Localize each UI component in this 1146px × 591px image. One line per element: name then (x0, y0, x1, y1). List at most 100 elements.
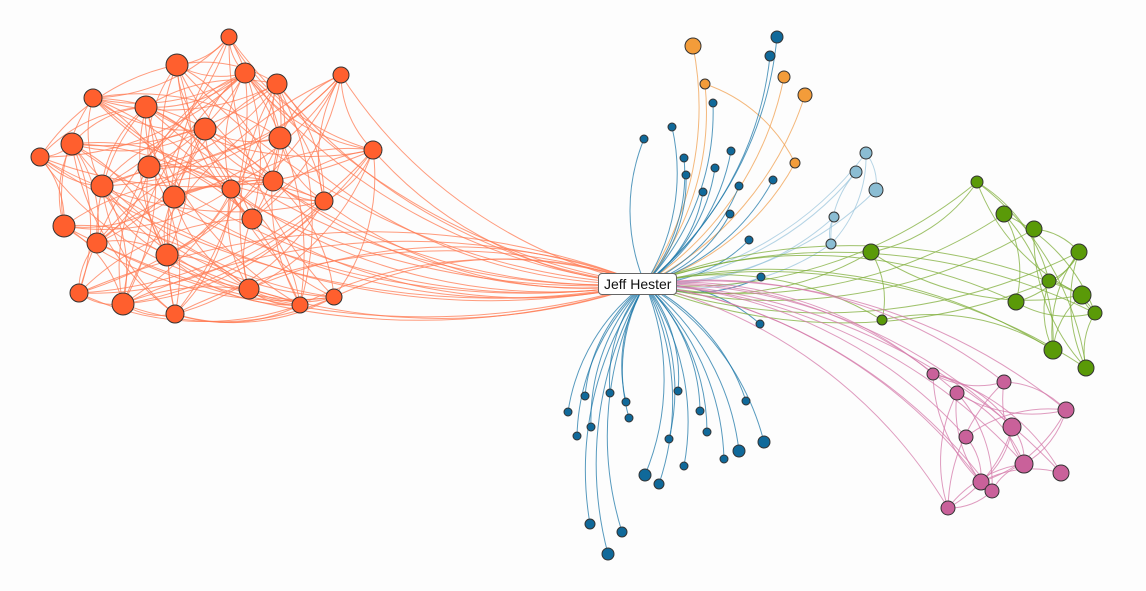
blue-node[interactable] (725, 209, 735, 219)
pink-node[interactable] (1014, 454, 1034, 474)
blue-node[interactable] (756, 272, 766, 282)
red-orange-node[interactable] (314, 191, 334, 211)
blue-node[interactable] (673, 386, 683, 396)
red-orange-node[interactable] (193, 117, 217, 141)
blue-node[interactable] (757, 435, 771, 449)
red-orange-node[interactable] (86, 232, 108, 254)
blue-node[interactable] (563, 407, 573, 417)
blue-node[interactable] (605, 388, 615, 398)
pink-node[interactable] (926, 367, 940, 381)
green-node[interactable] (1041, 273, 1057, 289)
blue-node[interactable] (734, 181, 744, 191)
pink-node[interactable] (1002, 417, 1022, 437)
red-orange-node[interactable] (221, 179, 241, 199)
red-orange-node[interactable] (268, 126, 292, 150)
light-blue-node[interactable] (828, 211, 840, 223)
blue-node[interactable] (698, 187, 708, 197)
red-orange-node[interactable] (262, 170, 284, 192)
green-node[interactable] (995, 205, 1013, 223)
red-orange-node[interactable] (83, 88, 103, 108)
blue-node[interactable] (710, 163, 720, 173)
blue-node[interactable] (572, 431, 582, 441)
blue-node[interactable] (621, 397, 631, 407)
green-node[interactable] (1043, 340, 1063, 360)
blue-node[interactable] (681, 170, 691, 180)
blue-node[interactable] (770, 30, 784, 44)
green-node[interactable] (1007, 293, 1025, 311)
blue-node[interactable] (695, 406, 705, 416)
green-node[interactable] (1087, 305, 1103, 321)
blue-node[interactable] (768, 175, 778, 185)
blue-node[interactable] (580, 391, 590, 401)
blue-node[interactable] (732, 444, 746, 458)
blue-node[interactable] (639, 134, 649, 144)
red-orange-node[interactable] (52, 214, 76, 238)
blue-node[interactable] (616, 526, 628, 538)
green-node[interactable] (1025, 220, 1043, 238)
blue-node[interactable] (653, 478, 665, 490)
blue-node[interactable] (679, 153, 689, 163)
red-orange-node[interactable] (325, 288, 343, 306)
green-node[interactable] (970, 175, 984, 189)
center-node-label[interactable]: Jeff Hester (598, 273, 678, 295)
light-blue-node[interactable] (859, 146, 873, 160)
green-node[interactable] (876, 314, 888, 326)
blue-node[interactable] (719, 454, 729, 464)
light-blue-node[interactable] (849, 165, 863, 179)
red-orange-node[interactable] (234, 62, 256, 84)
green-node[interactable] (1070, 243, 1088, 261)
blue-node[interactable] (755, 319, 765, 329)
red-orange-node[interactable] (165, 53, 189, 77)
red-orange-node[interactable] (165, 304, 185, 324)
blue-node[interactable] (601, 547, 615, 561)
blue-node[interactable] (679, 461, 689, 471)
red-orange-node[interactable] (266, 73, 288, 95)
blue-node[interactable] (664, 434, 674, 444)
blue-node[interactable] (584, 518, 596, 530)
red-orange-node[interactable] (137, 155, 161, 179)
pink-node[interactable] (996, 374, 1012, 390)
blue-node[interactable] (744, 235, 754, 245)
light-blue-node[interactable] (868, 182, 884, 198)
pink-node[interactable] (940, 500, 956, 516)
red-orange-node[interactable] (332, 66, 350, 84)
orange-node[interactable] (684, 37, 702, 55)
red-orange-node[interactable] (134, 95, 158, 119)
red-orange-node[interactable] (60, 132, 84, 156)
light-blue-node[interactable] (825, 238, 837, 250)
blue-node[interactable] (764, 50, 776, 62)
red-orange-node[interactable] (162, 185, 186, 209)
pink-node[interactable] (949, 385, 965, 401)
pink-node[interactable] (958, 429, 974, 445)
blue-node[interactable] (702, 427, 712, 437)
green-node[interactable] (1072, 285, 1092, 305)
orange-node[interactable] (789, 157, 801, 169)
red-orange-node[interactable] (238, 278, 260, 300)
red-orange-node[interactable] (241, 208, 263, 230)
orange-node[interactable] (777, 70, 791, 84)
green-node[interactable] (862, 243, 880, 261)
orange-node[interactable] (699, 78, 711, 90)
red-orange-node[interactable] (30, 147, 50, 167)
red-orange-node[interactable] (155, 243, 179, 267)
red-orange-node[interactable] (363, 140, 383, 160)
blue-node[interactable] (638, 468, 652, 482)
pink-node[interactable] (984, 483, 1000, 499)
red-orange-node[interactable] (291, 296, 309, 314)
blue-node[interactable] (726, 146, 736, 156)
red-orange-node[interactable] (111, 292, 135, 316)
red-orange-node[interactable] (69, 283, 89, 303)
blue-node[interactable] (586, 422, 596, 432)
blue-node[interactable] (624, 413, 634, 423)
pink-node[interactable] (1057, 401, 1075, 419)
red-orange-node[interactable] (90, 174, 114, 198)
blue-node[interactable] (708, 98, 718, 108)
pink-node[interactable] (972, 473, 990, 491)
pink-node[interactable] (1052, 464, 1070, 482)
red-orange-node[interactable] (220, 28, 238, 46)
green-node[interactable] (1077, 359, 1095, 377)
blue-node[interactable] (667, 122, 677, 132)
orange-node[interactable] (797, 87, 813, 103)
blue-node[interactable] (741, 396, 751, 406)
